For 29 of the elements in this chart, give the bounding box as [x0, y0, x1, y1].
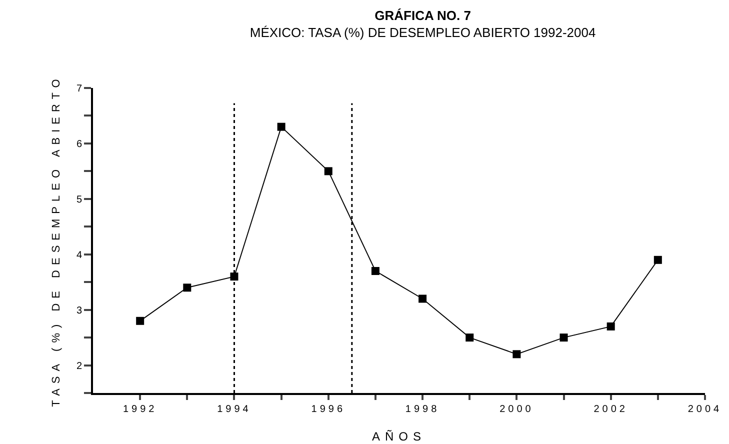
chart-subtitle: MÉXICO: TASA (%) DE DESEMPLEO ABIERTO 1992-2004 [250, 24, 596, 40]
point [371, 267, 380, 275]
point [606, 322, 615, 330]
point [324, 167, 332, 176]
y-axis-title: TASA (%) DE DESEMPLEO ABIERTO [50, 74, 63, 407]
chart-title: GRÁFICA NO. 7 [374, 8, 471, 23]
x-tick-label: 1994 [217, 404, 252, 415]
y-tick-label: 5 [76, 194, 82, 206]
y-tick-label: 2 [76, 360, 82, 372]
x-tick-label: 2000 [500, 404, 534, 415]
point [277, 122, 286, 131]
x-tick-label: 2002 [594, 404, 628, 415]
point [512, 350, 521, 358]
point [136, 316, 144, 325]
point [466, 334, 474, 342]
x-tick-label: 1992 [122, 404, 158, 415]
x-tick-label: 2004 [688, 404, 722, 415]
x-axis-title: AÑOS [372, 429, 426, 444]
y-tick-label: 6 [76, 138, 82, 150]
point [183, 284, 192, 292]
y-tick-label: 3 [76, 305, 82, 316]
point [230, 272, 238, 281]
point [560, 334, 568, 342]
x-tick-label: 1996 [311, 404, 346, 415]
point [418, 294, 427, 303]
point [654, 256, 662, 264]
y-tick-label: 4 [76, 250, 82, 261]
y-tick-label: 7 [76, 84, 82, 94]
x-tick-label: 1998 [405, 404, 440, 415]
